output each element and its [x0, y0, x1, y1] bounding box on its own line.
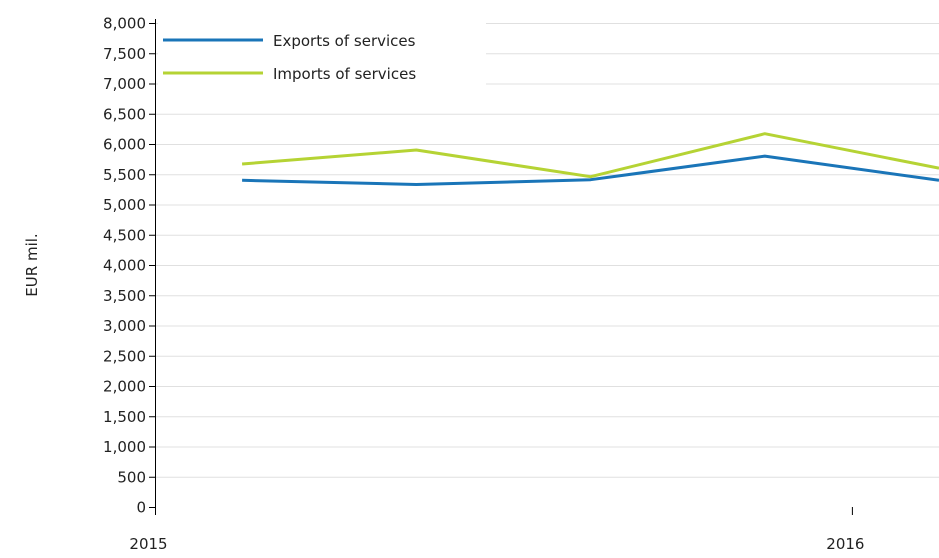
y-tick-label: 1,000	[103, 438, 146, 456]
y-tick-label: 8,000	[103, 15, 146, 33]
plot-area	[241, 132, 939, 186]
legend: Exports of services Imports of services	[158, 22, 486, 90]
y-tick-label: 2,000	[103, 378, 146, 396]
y-tick-label: 3,000	[103, 317, 146, 335]
y-tick-label: 500	[117, 468, 146, 486]
legend-background	[158, 22, 486, 90]
x-tick-label: 2016	[826, 535, 864, 553]
gridlines	[155, 23, 939, 478]
legend-label: Exports of services	[273, 32, 416, 50]
y-tick-label: 2,500	[103, 347, 146, 365]
y-tick-label: 0	[136, 499, 146, 517]
series-line-imports-of-services	[241, 132, 939, 179]
y-tick-label: 7,500	[103, 45, 146, 63]
y-tick-label: 6,000	[103, 136, 146, 154]
y-tick-label: 4,000	[103, 257, 146, 275]
y-tick-label: 5,000	[103, 196, 146, 214]
y-axis: 0 500 1,000 1,500 2,000 2,500 3,000 3,500 4,000 4…	[103, 15, 156, 517]
y-tick-label: 3,500	[103, 287, 146, 305]
x-tick-label: 2015	[129, 535, 167, 553]
y-tick-label: 6,500	[103, 105, 146, 123]
y-tick-label: 4,500	[103, 226, 146, 244]
y-tick-label: 1,500	[103, 408, 146, 426]
series-line-exports-of-services	[242, 154, 939, 186]
y-axis-title: EUR mil.	[23, 233, 41, 296]
x-axis: 2015 2016	[129, 507, 864, 553]
legend-label: Imports of services	[273, 65, 416, 83]
y-tick-label: 7,000	[103, 75, 146, 93]
y-tick-label: 5,500	[103, 166, 146, 184]
